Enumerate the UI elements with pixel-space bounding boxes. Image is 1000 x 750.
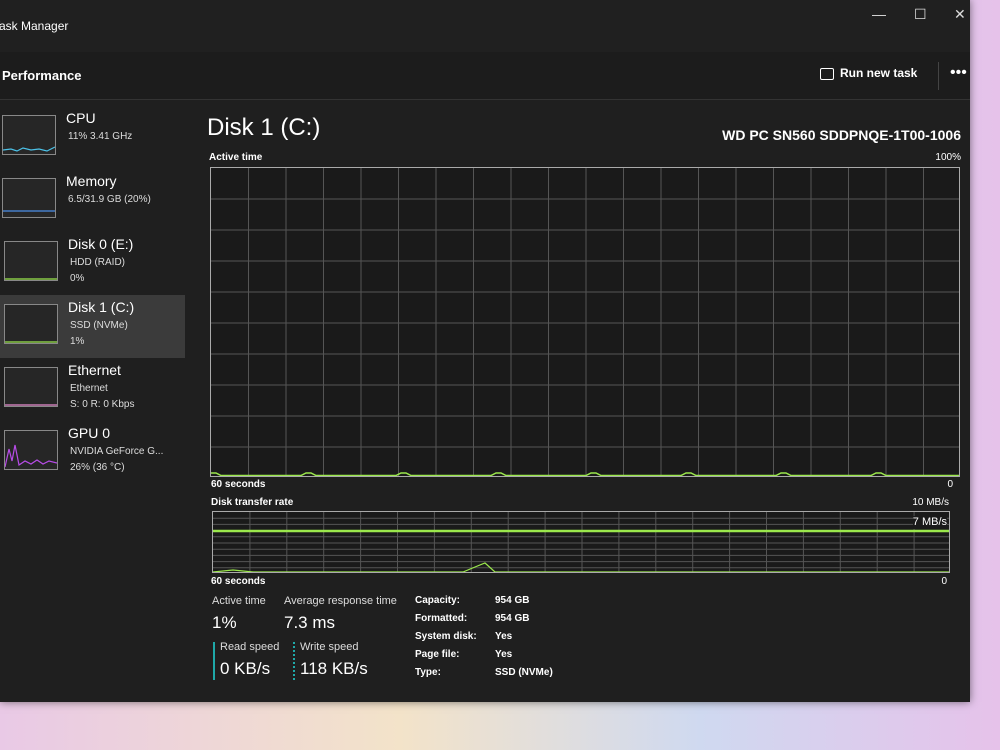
transfer-rate-duration: 60 seconds bbox=[211, 576, 266, 587]
sidebar-item-detail: SSD (NVMe) bbox=[70, 320, 128, 331]
active-time-label: Active time bbox=[209, 152, 263, 163]
sidebar-item-name: CPU bbox=[66, 110, 96, 126]
sidebar-thumbnail-graph bbox=[4, 367, 58, 407]
more-options-icon[interactable]: ••• bbox=[950, 64, 967, 81]
read-speed-value: 0 KB/s bbox=[220, 659, 271, 678]
sidebar-item-name: Memory bbox=[66, 173, 117, 189]
transfer-rate-min: 0 bbox=[941, 576, 947, 587]
active-time-min: 0 bbox=[947, 479, 953, 490]
sidebar: CPU 11% 3.41 GHz Memory 6.5/31.9 GB (20%… bbox=[0, 106, 185, 484]
property-key: Formatted: bbox=[415, 613, 468, 624]
active-time-chart bbox=[210, 167, 960, 477]
page-title: Performance bbox=[2, 68, 82, 83]
sidebar-item-detail: NVIDIA GeForce G... bbox=[70, 446, 164, 457]
avg-response-label: Average response time bbox=[284, 595, 397, 607]
read-speed-indicator bbox=[213, 642, 215, 680]
transfer-rate-chart bbox=[212, 511, 950, 573]
sidebar-item-memory[interactable]: Memory 6.5/31.9 GB (20%) bbox=[0, 169, 185, 232]
sidebar-item-detail-2: 1% bbox=[70, 336, 85, 347]
avg-response-value: 7.3 ms bbox=[284, 613, 336, 632]
transfer-rate-label: Disk transfer rate bbox=[211, 497, 294, 508]
sidebar-item-detail: Ethernet bbox=[70, 383, 108, 394]
transfer-rate-marker: 7 MB/s bbox=[912, 516, 947, 529]
read-speed-label: Read speed bbox=[220, 641, 280, 653]
property-key: System disk: bbox=[415, 631, 477, 642]
write-speed-indicator bbox=[293, 642, 295, 680]
sidebar-item-detail: HDD (RAID) bbox=[70, 257, 125, 268]
disk-properties: Capacity: 954 GB Formatted: 954 GB System di… bbox=[415, 595, 615, 690]
sidebar-item-name: Disk 1 (C:) bbox=[68, 299, 135, 315]
maximize-button[interactable]: ☐ bbox=[914, 6, 927, 22]
sidebar-item-disk-1-c[interactable]: Disk 1 (C:) SSD (NVMe) 1% bbox=[0, 295, 185, 358]
sidebar-item-detail: 6.5/31.9 GB (20%) bbox=[68, 194, 151, 205]
transfer-rate-series bbox=[213, 562, 949, 572]
active-time-stat-label: Active time bbox=[212, 595, 266, 607]
sidebar-thumbnail-graph bbox=[2, 115, 56, 155]
sidebar-item-detail-2: S: 0 R: 0 Kbps bbox=[70, 399, 135, 410]
disk-title: Disk 1 (C:) bbox=[207, 114, 321, 141]
sidebar-item-disk-0-e[interactable]: Disk 0 (E:) HDD (RAID) 0% bbox=[0, 232, 185, 295]
property-value: SSD (NVMe) bbox=[495, 667, 553, 678]
sidebar-item-ethernet[interactable]: Ethernet Ethernet S: 0 R: 0 Kbps bbox=[0, 358, 185, 421]
property-key: Capacity: bbox=[415, 595, 461, 606]
property-value: 954 GB bbox=[495, 613, 530, 624]
write-speed-value: 118 KB/s bbox=[300, 659, 368, 678]
sidebar-item-detail: 11% 3.41 GHz bbox=[68, 131, 133, 142]
sidebar-thumbnail-graph bbox=[4, 241, 58, 281]
sidebar-item-detail-2: 0% bbox=[70, 273, 85, 284]
sidebar-thumbnail-graph bbox=[4, 304, 58, 344]
sidebar-item-detail-2: 26% (36 °C) bbox=[70, 462, 125, 473]
sidebar-item-name: Disk 0 (E:) bbox=[68, 236, 134, 252]
sidebar-item-name: Ethernet bbox=[68, 362, 121, 378]
property-value: Yes bbox=[495, 631, 513, 642]
run-task-icon bbox=[820, 67, 834, 80]
write-speed-label: Write speed bbox=[300, 641, 359, 653]
run-new-task-label: Run new task bbox=[840, 66, 918, 80]
title-bar: Task Manager — ☐ ✕ bbox=[0, 0, 970, 52]
page-header: Performance Run new task ••• bbox=[0, 52, 970, 100]
divider bbox=[938, 62, 939, 90]
active-time-duration: 60 seconds bbox=[211, 479, 266, 490]
property-value: Yes bbox=[495, 649, 513, 660]
active-time-max: 100% bbox=[935, 152, 961, 163]
disk-detail: Disk 1 (C:) WD PC SN560 SDDPNQE-1T00-100… bbox=[207, 112, 967, 592]
sidebar-thumbnail-graph bbox=[2, 178, 56, 218]
sidebar-item-cpu[interactable]: CPU 11% 3.41 GHz bbox=[0, 106, 185, 169]
task-manager-window: Task Manager — ☐ ✕ Performance Run new t… bbox=[0, 0, 970, 702]
active-time-series bbox=[211, 472, 959, 476]
run-new-task-button[interactable]: Run new task bbox=[820, 66, 918, 81]
minimize-button[interactable]: — bbox=[872, 6, 886, 22]
disk-model: WD PC SN560 SDDPNQE-1T00-1006 bbox=[722, 127, 961, 143]
sidebar-thumbnail-graph bbox=[4, 430, 58, 470]
property-key: Type: bbox=[415, 667, 441, 678]
property-value: 954 GB bbox=[495, 595, 530, 606]
window-title: Task Manager bbox=[0, 19, 69, 33]
close-button[interactable]: ✕ bbox=[954, 6, 966, 22]
property-key: Page file: bbox=[415, 649, 460, 660]
active-time-value: 1% bbox=[212, 613, 237, 632]
sidebar-item-name: GPU 0 bbox=[68, 425, 111, 441]
sidebar-item-gpu-0[interactable]: GPU 0 NVIDIA GeForce G... 26% (36 °C) bbox=[0, 421, 185, 484]
transfer-rate-max: 10 MB/s bbox=[912, 497, 949, 508]
